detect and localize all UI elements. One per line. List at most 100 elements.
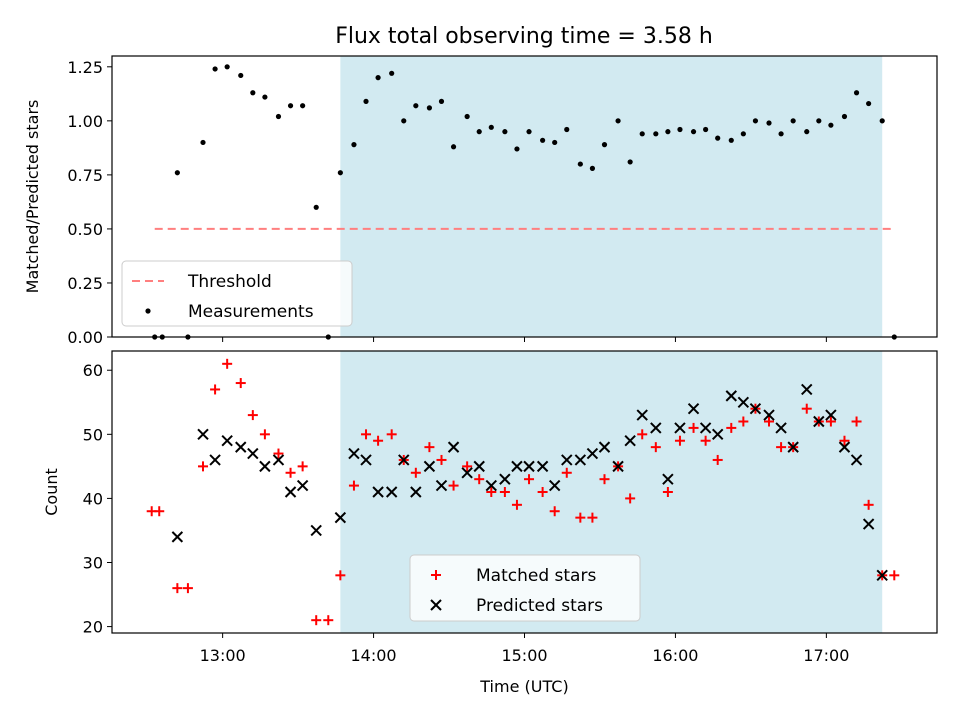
data-point [637, 429, 648, 440]
data-point [313, 204, 319, 210]
legend-marker [145, 308, 151, 314]
data-point [200, 139, 206, 146]
data-point [361, 429, 372, 440]
data-point [348, 480, 359, 491]
y-tick-label: 50 [83, 425, 103, 444]
data-point [426, 105, 433, 111]
data-point [825, 409, 837, 421]
data-point [549, 506, 560, 517]
data-point [436, 454, 447, 465]
data-point [523, 460, 535, 473]
data-point [209, 454, 221, 466]
data-point [801, 403, 812, 414]
data-point [586, 447, 599, 460]
data-point [728, 137, 734, 143]
data-point [787, 441, 799, 453]
y-tick-label: 1.25 [67, 58, 103, 77]
data-point [703, 126, 709, 133]
data-point [222, 358, 233, 369]
data-point [334, 511, 347, 524]
data-point [235, 378, 246, 389]
data-point [297, 461, 308, 472]
data-point [311, 615, 322, 626]
data-point [674, 422, 686, 434]
data-point [398, 454, 410, 466]
data-point [154, 506, 165, 517]
data-point [725, 390, 737, 402]
data-point [699, 422, 712, 434]
legend: Threshold Measurements [121, 260, 353, 327]
data-point [615, 118, 621, 124]
data-point [502, 129, 508, 135]
data-point [839, 435, 850, 446]
data-point [310, 524, 322, 537]
data-point [749, 402, 762, 415]
y-tick-label: 30 [83, 554, 103, 573]
data-point [401, 118, 407, 124]
data-point [438, 98, 445, 104]
data-point [574, 454, 587, 466]
data-point [172, 583, 183, 594]
data-point [499, 473, 511, 485]
data-point [711, 428, 724, 441]
data-point [688, 422, 699, 433]
data-point [564, 126, 570, 133]
data-point [247, 447, 259, 460]
data-point [287, 103, 294, 109]
data-point [726, 422, 737, 433]
legend-marker [430, 599, 442, 611]
data-point [653, 131, 659, 137]
data-point [677, 126, 683, 133]
data-point [577, 161, 583, 167]
data-point [801, 383, 813, 396]
data-point [296, 479, 309, 492]
data-point [351, 142, 357, 148]
data-point [866, 100, 872, 107]
data-point [536, 460, 549, 473]
data-point [461, 467, 473, 479]
data-point [625, 493, 636, 504]
data-point [373, 435, 384, 446]
y-tick-label: 20 [83, 618, 103, 637]
data-point [624, 435, 636, 447]
data-point [850, 454, 863, 466]
data-point [552, 139, 558, 146]
data-point [335, 570, 346, 581]
data-point [650, 422, 662, 434]
data-point [650, 442, 661, 453]
legend-label: Measurements [188, 302, 314, 322]
data-point [561, 454, 573, 466]
data-point [174, 170, 180, 176]
data-point [776, 442, 787, 453]
data-point [210, 384, 221, 395]
data-point [337, 170, 343, 176]
data-point [247, 410, 258, 421]
y-axis-label: Matched/Predicted stars [23, 100, 42, 294]
data-point [778, 131, 784, 137]
data-point [838, 441, 851, 453]
data-point [575, 512, 586, 523]
data-point [612, 460, 624, 473]
data-point [889, 570, 900, 581]
data-point [712, 454, 723, 465]
data-point [804, 129, 810, 135]
data-point [284, 486, 297, 498]
data-point [410, 467, 421, 478]
data-point [473, 460, 485, 473]
legend: Matched stars Predicted stars [409, 554, 641, 622]
data-point [825, 416, 836, 427]
data-point [662, 487, 673, 497]
data-point [221, 435, 233, 447]
data-point [272, 454, 285, 466]
legend-label: Threshold [187, 272, 272, 292]
data-point [250, 90, 256, 96]
data-point [526, 129, 532, 135]
data-point [828, 122, 834, 128]
data-point [300, 103, 306, 109]
data-point [259, 460, 271, 473]
y-tick-label: 40 [83, 489, 103, 508]
data-point [486, 487, 497, 497]
data-point [627, 159, 633, 165]
data-point [275, 113, 282, 120]
